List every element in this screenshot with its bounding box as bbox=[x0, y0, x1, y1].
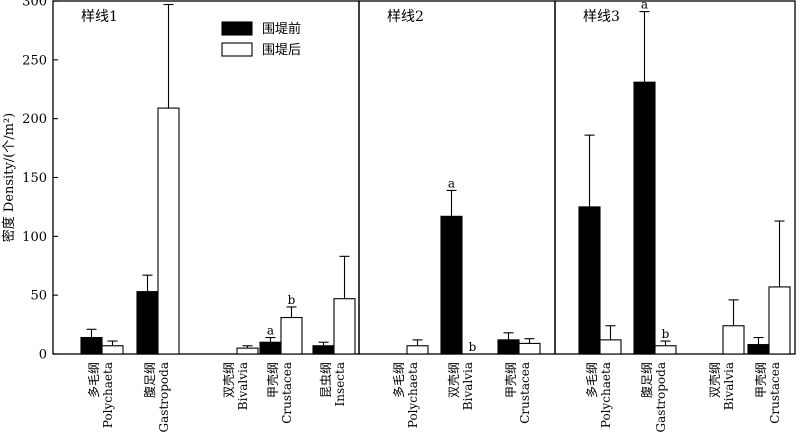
category-label: 甲壳纲 Crustacea bbox=[504, 362, 532, 424]
category-label-en: Polychaeta bbox=[406, 362, 420, 428]
bar bbox=[722, 325, 745, 355]
bar bbox=[312, 345, 335, 355]
category-label-en: Crustacea bbox=[280, 362, 294, 424]
y-tick-label: 50 bbox=[30, 289, 47, 304]
category-label-en: Bivalvia bbox=[236, 362, 250, 410]
y-tick-label: 150 bbox=[22, 171, 47, 186]
category-label-zh: 甲壳纲 bbox=[504, 362, 518, 398]
bar bbox=[157, 107, 180, 355]
category-label-zh: 甲壳纲 bbox=[266, 362, 280, 398]
category-label-zh: 多毛纲 bbox=[392, 362, 406, 398]
bar bbox=[333, 298, 356, 355]
legend-label: 围堤后 bbox=[262, 43, 301, 58]
y-axis-label: 密度 Density/(个/m²) bbox=[1, 113, 17, 242]
y-tick-label: 100 bbox=[22, 230, 47, 245]
significance-letter: b bbox=[469, 340, 477, 354]
significance-letter: a bbox=[267, 324, 274, 338]
category-label: 多毛纲 Polychaeta bbox=[87, 362, 115, 428]
category-label-en: Gastropoda bbox=[654, 362, 668, 432]
category-label-zh: 双壳纲 bbox=[447, 362, 461, 398]
category-label-zh: 多毛纲 bbox=[585, 362, 599, 398]
category-label: 双壳纲 Bivalvia bbox=[222, 362, 250, 410]
y-axis: 0 50 100 150 200 250 300 密度 Density/(个/m²) bbox=[1, 0, 58, 363]
bar bbox=[136, 291, 159, 355]
significance-letter: a bbox=[641, 0, 648, 12]
panel-frame bbox=[52, 0, 360, 355]
y-tick-label: 200 bbox=[22, 112, 47, 127]
category-label: 甲壳纲 Crustacea bbox=[266, 362, 294, 424]
category-label-zh: 双壳纲 bbox=[222, 362, 236, 398]
bar bbox=[101, 345, 124, 355]
y-tick-label: 250 bbox=[22, 53, 47, 68]
panel-title: 样线2 bbox=[387, 9, 424, 25]
bar bbox=[259, 341, 282, 355]
bar bbox=[518, 342, 541, 355]
bar bbox=[280, 316, 303, 355]
bar bbox=[654, 345, 677, 355]
category-label-zh: 腹足纲 bbox=[143, 362, 157, 398]
category-label: 甲壳纲 Crustacea bbox=[754, 362, 782, 424]
bar bbox=[406, 345, 429, 355]
y-tick-label: 300 bbox=[22, 0, 47, 10]
bar bbox=[578, 206, 601, 355]
category-label: 多毛纲 Polychaeta bbox=[392, 362, 420, 428]
panel-1: 样线1 多毛纲 Polychaeta 腹足纲 Gastropoda 双壳纲 Bivalvia… bbox=[52, 0, 360, 432]
panel-2: 样线2 多毛纲 Polychaeta a b 双壳纲 Bivalvia 甲壳纲 Crustace… bbox=[358, 0, 556, 428]
category-label-en: Crustacea bbox=[518, 362, 532, 424]
bar bbox=[633, 81, 656, 355]
category-label-en: Bivalvia bbox=[461, 362, 475, 410]
category-label-en: Polychaeta bbox=[101, 362, 115, 428]
category-label-zh: 腹足纲 bbox=[640, 362, 654, 398]
bar bbox=[497, 339, 520, 355]
category-label: 多毛纲 Polychaeta bbox=[585, 362, 613, 428]
category-label-zh: 双壳纲 bbox=[708, 362, 722, 398]
panel-3: 样线3 多毛纲 Polychaeta a b 腹足纲 Gastropoda 双壳纲 Bivalv… bbox=[554, 0, 796, 432]
bar bbox=[747, 344, 770, 355]
category-label: 腹足纲 Gastropoda bbox=[143, 362, 171, 432]
y-tick-label: 0 bbox=[39, 348, 47, 363]
bar bbox=[236, 347, 259, 355]
category-label-en: Gastropoda bbox=[157, 362, 171, 432]
legend-label: 围堤前 bbox=[262, 21, 301, 37]
category-label-zh: 甲壳纲 bbox=[754, 362, 768, 398]
legend-swatch bbox=[221, 42, 253, 57]
category-label-en: Crustacea bbox=[768, 362, 782, 424]
category-label: 双壳纲 Bivalvia bbox=[447, 362, 475, 410]
significance-letter: a bbox=[448, 176, 455, 190]
bar bbox=[768, 286, 791, 355]
category-label-en: Insecta bbox=[333, 362, 347, 406]
significance-letter: b bbox=[662, 327, 670, 341]
significance-letter: b bbox=[288, 293, 296, 307]
category-label-zh: 昆虫纲 bbox=[319, 362, 333, 398]
bar bbox=[440, 215, 463, 355]
bar bbox=[599, 339, 622, 355]
category-label: 腹足纲 Gastropoda bbox=[640, 362, 668, 432]
panel-title: 样线1 bbox=[81, 9, 118, 25]
category-label: 昆虫纲 Insecta bbox=[319, 362, 347, 406]
category-label-en: Bivalvia bbox=[722, 362, 736, 410]
panel-title: 样线3 bbox=[583, 9, 620, 25]
legend-swatch bbox=[221, 21, 253, 36]
category-label-zh: 多毛纲 bbox=[87, 362, 101, 398]
category-label: 双壳纲 Bivalvia bbox=[708, 362, 736, 410]
category-label-en: Polychaeta bbox=[599, 362, 613, 428]
bar bbox=[80, 336, 103, 355]
